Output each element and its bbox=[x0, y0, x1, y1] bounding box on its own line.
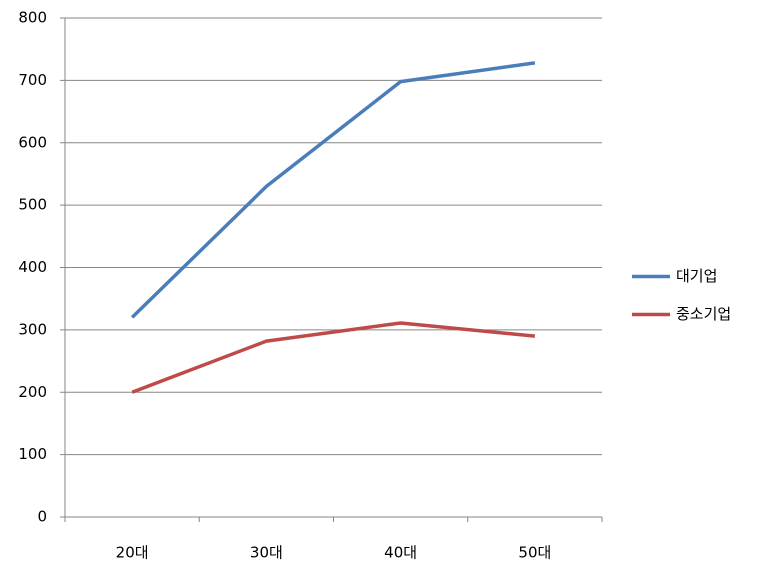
x-tick-label: 50대 bbox=[518, 544, 551, 562]
x-tick-label: 40대 bbox=[384, 544, 417, 562]
series-line bbox=[131, 321, 536, 394]
y-tick-label: 100 bbox=[18, 445, 47, 463]
y-tick-label: 300 bbox=[18, 320, 47, 338]
y-tick-label: 800 bbox=[18, 9, 47, 27]
y-tick-label: 200 bbox=[18, 383, 47, 401]
y-tick-label: 700 bbox=[18, 71, 47, 89]
y-tick-label: 400 bbox=[18, 258, 47, 276]
y-tick-label: 600 bbox=[18, 133, 47, 151]
x-tick-label: 20대 bbox=[116, 544, 149, 562]
legend-label: 대기업 bbox=[676, 267, 717, 285]
x-tick-label: 30대 bbox=[250, 544, 283, 562]
legend-label: 중소기업 bbox=[676, 305, 731, 323]
series-line bbox=[130, 61, 536, 319]
y-tick-label: 0 bbox=[37, 508, 47, 526]
y-tick-label: 500 bbox=[18, 196, 47, 214]
